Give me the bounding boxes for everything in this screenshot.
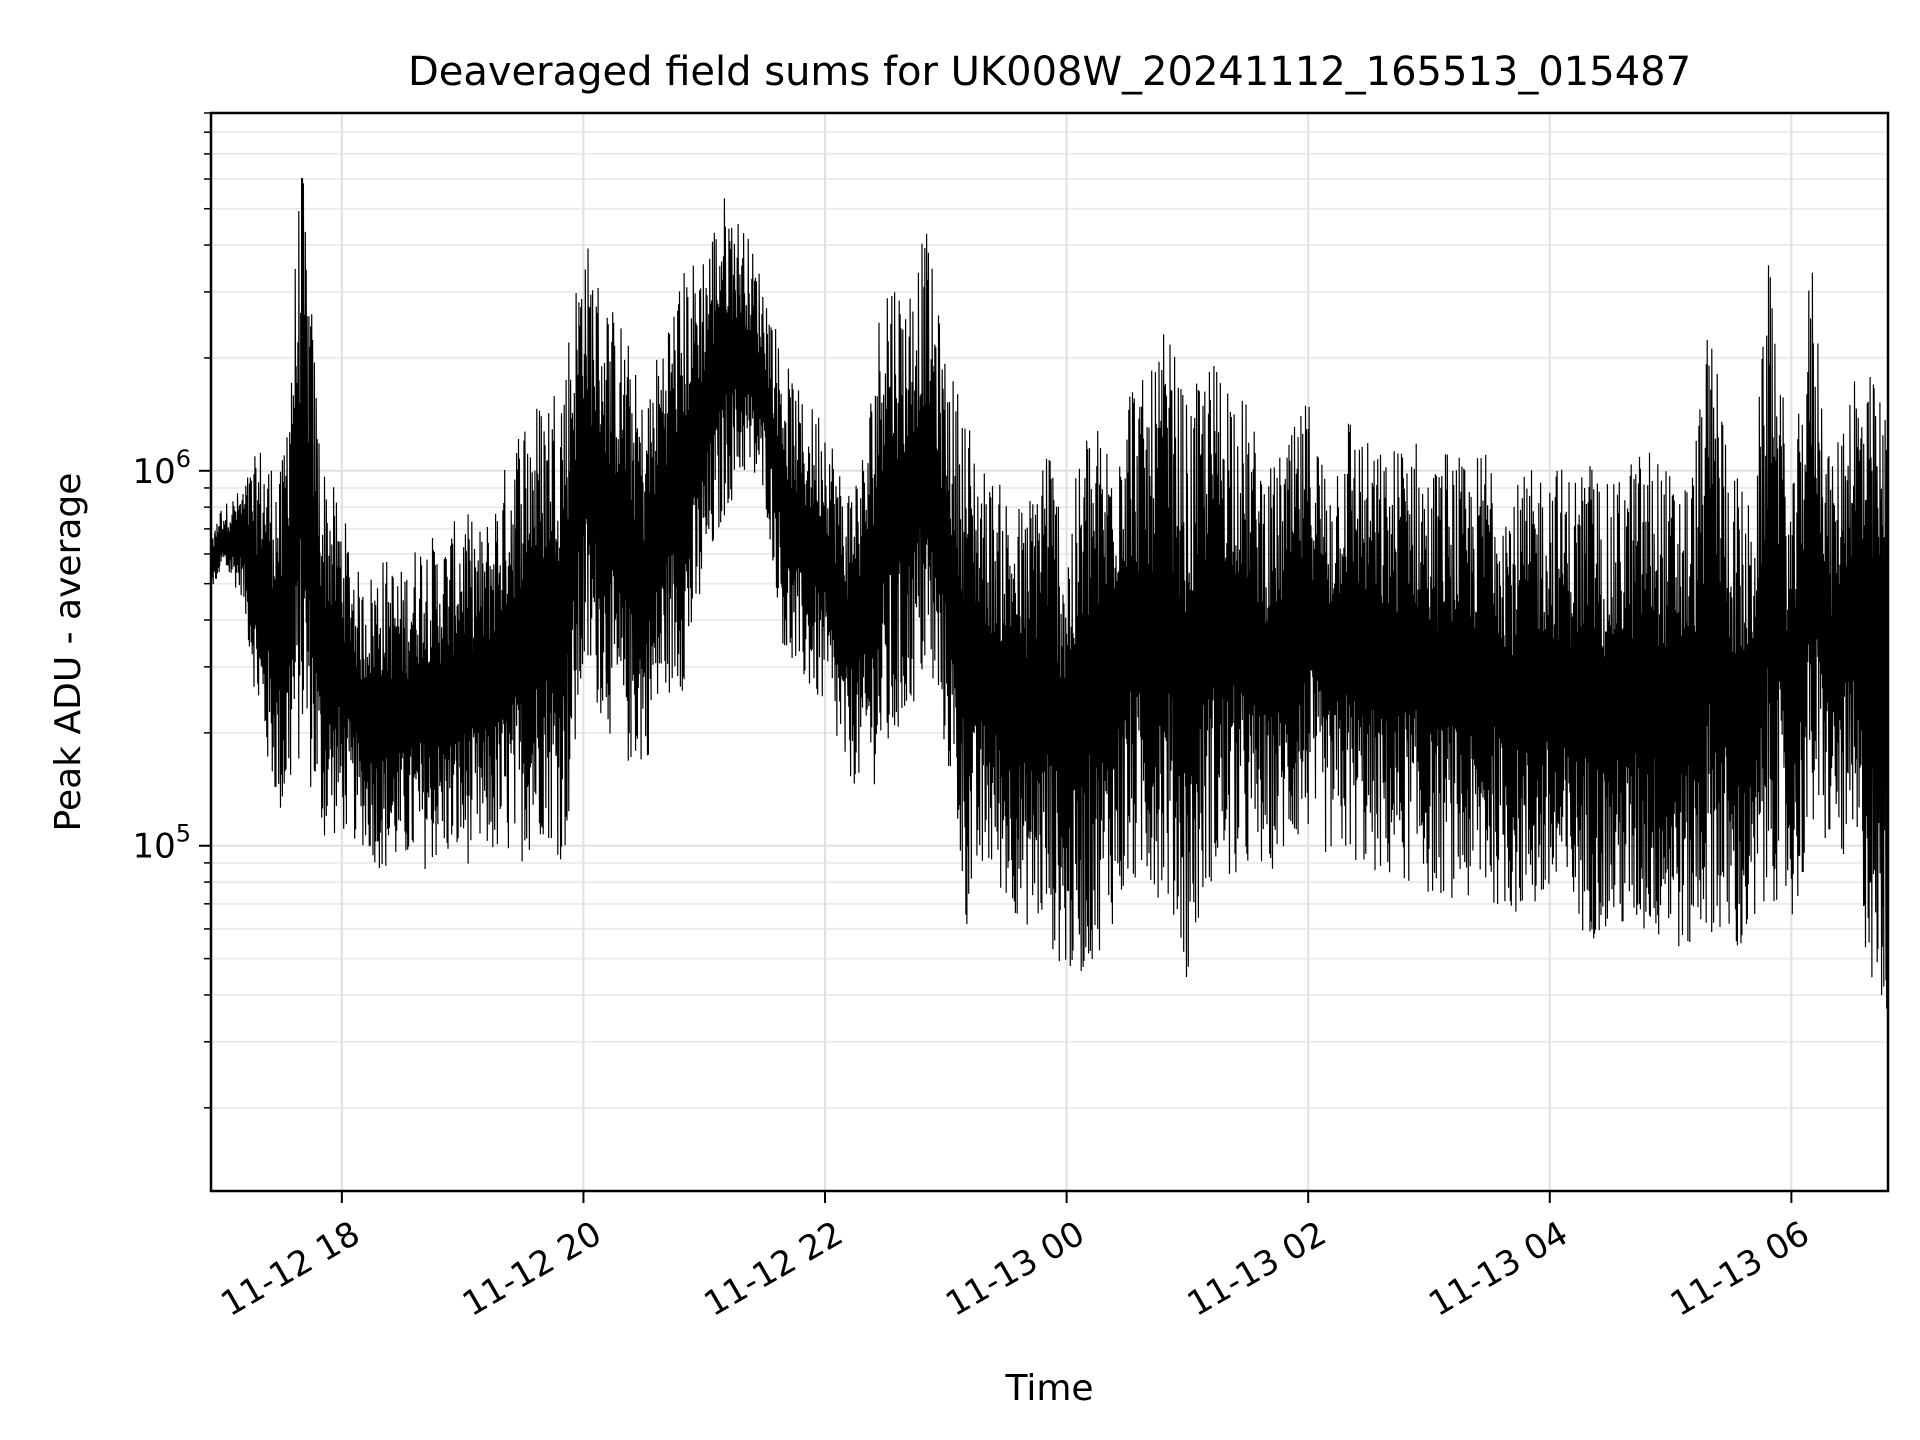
chart-title: Deaveraged field sums for UK008W_2024111…: [408, 49, 1691, 95]
y-axis: 105 106: [132, 112, 211, 1109]
x-axis-label: Time: [1004, 1368, 1093, 1409]
y-tick-label: 106: [132, 445, 191, 492]
series-line: [210, 177, 1889, 1155]
data-series: [210, 177, 1889, 1155]
plot-frame: [209, 111, 1890, 1193]
y-tick-label: 105: [132, 820, 191, 867]
y-axis-label: Peak ADU - average: [48, 473, 89, 832]
